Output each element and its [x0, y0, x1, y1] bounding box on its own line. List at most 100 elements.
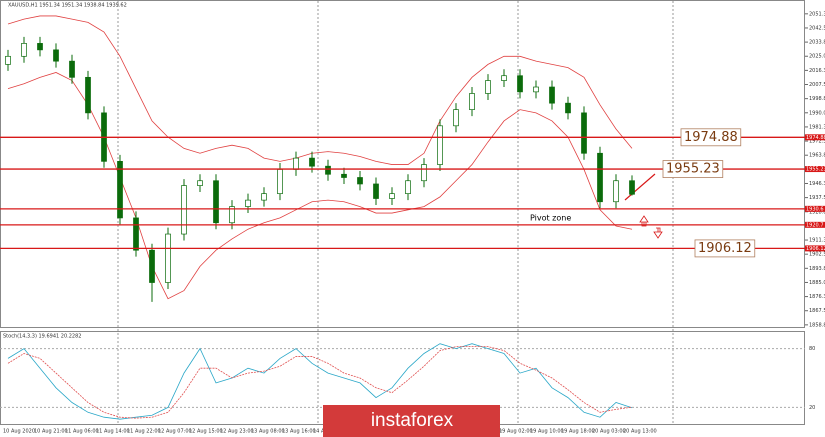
candle-body	[133, 217, 139, 251]
bollinger-band	[7, 72, 633, 300]
x-tick-label: 10 Aug 21:00	[34, 429, 68, 435]
x-tick-label: 20 Aug 13:00	[623, 429, 657, 435]
x-tick-label: 13 Aug 08:00	[251, 429, 285, 435]
candle-body	[453, 109, 459, 127]
candle-body	[405, 180, 411, 195]
y-tick-label: 1867.55	[809, 308, 825, 314]
candle-body	[485, 80, 491, 94]
candle-body	[581, 112, 587, 154]
price-frame	[0, 0, 805, 328]
y-tick-label: 1876.30	[809, 294, 825, 300]
candle-body	[261, 193, 267, 201]
candle-body	[37, 43, 43, 51]
x-tick-label: 11 Aug 06:00	[65, 429, 99, 435]
candle-body	[5, 55, 11, 65]
candle-body	[181, 185, 187, 235]
level-box	[805, 221, 825, 228]
x-tick-label: 20 Aug 03:00	[592, 429, 626, 435]
v-grid	[117, 1, 674, 424]
candle-body	[341, 173, 347, 178]
x-tick-label: 10 Aug 2020	[3, 429, 35, 435]
candle-body	[229, 206, 235, 224]
candle-body	[549, 86, 555, 104]
x-tick-label: 12 Aug 23:00	[220, 429, 254, 435]
candle-body	[69, 60, 75, 78]
candle-body	[277, 169, 283, 195]
level-callout: 1974.88	[684, 130, 738, 145]
y-tick-label: 1946.30	[809, 181, 825, 187]
candle-body	[597, 152, 603, 203]
bollinger-band	[7, 15, 633, 165]
candle-body	[117, 160, 123, 219]
candle-body	[565, 102, 571, 114]
x-tick-label: 19 Aug 02:00	[499, 429, 533, 435]
candle-body	[53, 49, 59, 62]
y-tick-label: 1963.80	[809, 153, 825, 159]
y-tick-label: 20	[809, 405, 815, 411]
candle-body	[629, 180, 635, 195]
y-tick-label: 80	[809, 346, 815, 352]
level-box	[805, 205, 825, 212]
y-tick-label: 1972.55	[809, 139, 825, 145]
y-tick-label: 2025.05	[809, 54, 825, 60]
candle-body	[149, 249, 155, 283]
up-arrow	[639, 215, 649, 227]
y-tick-label: 1937.55	[809, 195, 825, 201]
level-box-label: 1955.23	[806, 167, 825, 173]
y-tick-label: 1998.80	[809, 96, 825, 102]
y-tick-label: 2016.30	[809, 68, 825, 74]
y-tick-label: 2042.55	[809, 25, 825, 31]
candle-body	[85, 76, 91, 114]
y-tick-label: 1990.05	[809, 110, 825, 116]
level-callout-box	[694, 239, 756, 258]
candle-body	[213, 180, 219, 224]
level-box	[805, 134, 825, 141]
x-tick-label: 11 Aug 14:00	[96, 429, 130, 435]
annotation: Pivot zone	[530, 214, 571, 223]
y-tick-label: 1893.80	[809, 266, 825, 272]
y-tick-label: 2033.80	[809, 40, 825, 46]
candle-body	[517, 75, 523, 93]
candle-body	[389, 193, 395, 199]
level-box-label: 1920.7	[806, 222, 824, 228]
candle-body	[245, 199, 251, 207]
level-callout: 1906.12	[698, 241, 752, 256]
level-callout-box	[662, 160, 724, 178]
x-tick-label: 12 Aug 15:00	[189, 429, 223, 435]
candle-body	[469, 93, 475, 110]
level-box-label: 1930.6	[806, 206, 824, 212]
candle-body	[373, 183, 379, 199]
y-tick-label: 2007.55	[809, 82, 825, 88]
candle-body	[613, 180, 619, 203]
x-tick-label: 12 Aug 07:00	[158, 429, 192, 435]
candle-body	[501, 75, 507, 81]
y-tick-label: 1928.80	[809, 209, 825, 215]
x-tick-label: 13 Aug 16:00	[282, 429, 316, 435]
level-box	[805, 166, 825, 173]
candle-body	[309, 157, 315, 167]
y-tick-label: 1885.05	[809, 280, 825, 286]
level-box-label: 1974.88	[806, 135, 825, 141]
level-box-label: 1906.12	[806, 246, 825, 252]
stoch-title: Stoch(14,3,3) 19.6941 20.2282	[3, 334, 81, 340]
x-tick-label: 19 Aug 10:00	[530, 429, 564, 435]
watermark-box	[323, 405, 500, 437]
candle-body	[293, 157, 299, 170]
x-tick-label: 19 Aug 18:00	[561, 429, 595, 435]
candle-body	[21, 43, 27, 57]
header: XAUUSD,H1 1951.34 1951.34 1938.84 1939.6…	[8, 3, 127, 9]
candle-body	[325, 165, 331, 175]
level-box	[805, 245, 825, 252]
candle-body	[533, 86, 539, 93]
level-callout: 1955.23	[666, 162, 720, 177]
down-arrow	[653, 227, 663, 239]
stoch-line	[7, 346, 633, 419]
candle-body	[421, 164, 427, 182]
candle-body	[197, 180, 203, 186]
stoch-line	[7, 343, 633, 420]
y-tick-label: 2051.30	[809, 11, 825, 17]
trend-arrow	[624, 173, 656, 201]
x-tick-label: 11 Aug 22:00	[127, 429, 161, 435]
